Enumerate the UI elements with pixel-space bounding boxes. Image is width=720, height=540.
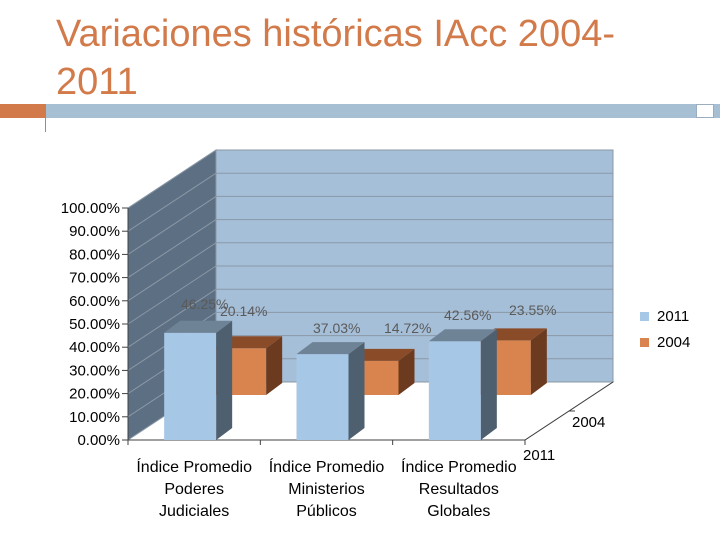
depth-label-2011: 2011 <box>523 447 555 464</box>
side-gridline <box>127 172 217 232</box>
data-label-2011-2: 37.03% <box>313 320 360 336</box>
data-label-2011-3: 42.56% <box>444 307 491 323</box>
y-tick-label: 100.00% <box>61 200 120 217</box>
x-category-label: Judiciales <box>159 503 229 520</box>
y-tick-label: 10.00% <box>69 409 120 426</box>
series-2004-bar-1-side <box>266 336 283 395</box>
series-2011-bar-3-top <box>428 329 497 342</box>
title-accent-box <box>0 118 46 132</box>
x-category-label: Resultados <box>419 481 499 498</box>
chart-legend: 2011 2004 <box>640 303 690 355</box>
legend-label-2011: 2011 <box>657 307 690 325</box>
side-gridline <box>127 242 217 302</box>
y-tick-label: 80.00% <box>69 246 120 263</box>
series-2011-bar-1-front <box>164 332 217 440</box>
title-accent-bar <box>0 104 46 118</box>
y-tick-label: 40.00% <box>69 339 120 356</box>
series-2011-bar-1-side <box>216 320 233 440</box>
side-gridline <box>127 288 217 348</box>
side-gridline <box>127 265 217 325</box>
data-label-2004-1: 20.14% <box>220 303 267 319</box>
y-tick-label: 70.00% <box>69 270 120 287</box>
y-tick-label: 90.00% <box>69 223 120 240</box>
legend-label-2004: 2004 <box>657 333 691 351</box>
x-category-label: Índice Promedio <box>269 457 385 476</box>
series-2011-bar-3-front <box>428 341 481 440</box>
y-tick-label: 50.00% <box>69 316 120 333</box>
x-category-label: Públicos <box>296 503 356 520</box>
side-gridline <box>127 195 217 255</box>
data-label-2011-1: 46.25% <box>181 296 228 312</box>
series-2011-bar-2-front <box>296 354 349 440</box>
x-category-label: Globales <box>427 503 490 520</box>
x-category-label: Poderes <box>164 481 224 498</box>
y-tick-label: 30.00% <box>69 362 120 379</box>
side-gridline <box>127 149 217 209</box>
legend-swatch-2011 <box>640 311 649 321</box>
depth-label-2004: 2004 <box>572 414 605 431</box>
series-2004-bar-2-side <box>398 348 415 395</box>
y-tick-label: 0.00% <box>77 432 120 449</box>
x-category-label: Ministerios <box>288 481 364 498</box>
legend-item-2011: 2011 <box>640 303 690 329</box>
title-underline <box>46 104 720 118</box>
series-2011-bar-1-top <box>164 320 233 333</box>
data-label-2004-2: 14.72% <box>384 320 431 336</box>
y-tick-label: 60.00% <box>69 293 120 310</box>
legend-swatch-2004 <box>640 337 649 347</box>
x-category-label: Índice Promedio <box>136 457 252 476</box>
side-gridline <box>127 219 217 279</box>
x-category-label: Índice Promedio <box>401 457 517 476</box>
series-2011-bar-3-side <box>480 329 497 440</box>
title-underline-end-box <box>696 104 714 118</box>
series-2011-bar-2-top <box>296 342 365 355</box>
series-2004-bar-3-side <box>530 328 547 395</box>
series-2011-bar-2-side <box>348 342 365 440</box>
y-tick-label: 20.00% <box>69 386 120 403</box>
legend-item-2004: 2004 <box>640 329 690 355</box>
data-label-2004-3: 23.55% <box>509 302 556 318</box>
slide-title: Variaciones históricas IAcc 2004-2011 <box>56 13 615 103</box>
